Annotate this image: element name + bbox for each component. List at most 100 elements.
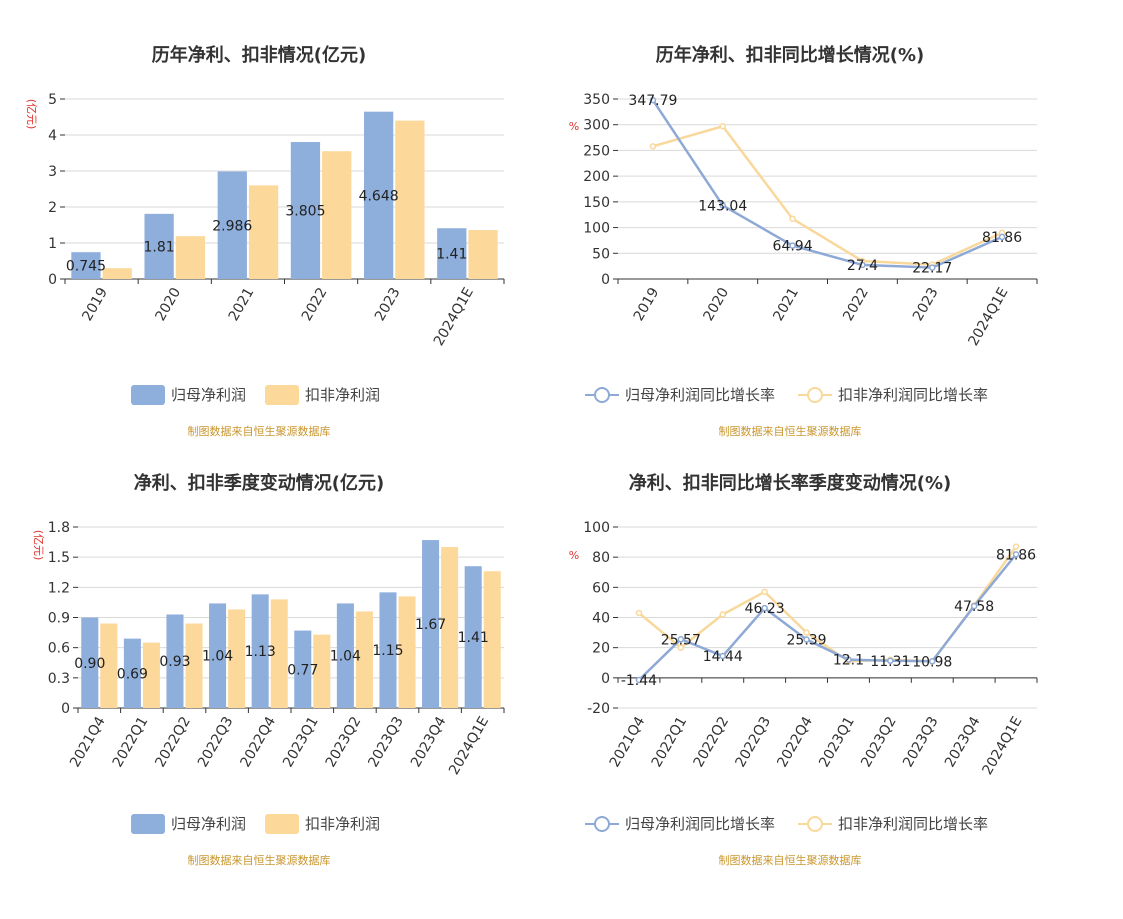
chart4-point-a[interactable] <box>845 656 852 663</box>
chart4-point-b[interactable] <box>761 588 768 596</box>
chart1-ytick-label: 1 <box>48 236 57 252</box>
chart3-bar-b[interactable] <box>100 623 118 708</box>
chart2-point-a[interactable] <box>719 202 726 209</box>
chart1-data-label: 0.745 <box>66 259 106 275</box>
chart1-bar-a[interactable] <box>71 252 101 279</box>
chart4-source: 制图数据来自恒生聚源数据库 <box>719 853 862 867</box>
chart4-xtick-label: 2023Q1 <box>816 714 858 770</box>
chart2-legend[interactable]: 归母净利润同比增长率 扣非净利润同比增长率 <box>585 386 988 404</box>
chart3-data-label: 1.04 <box>330 649 361 665</box>
chart3-bar-b[interactable] <box>483 571 501 708</box>
chart4-legend-label-a: 归母净利润同比增长率 <box>625 815 775 833</box>
chart1-bar-b[interactable] <box>468 230 498 279</box>
chart3-bar-a[interactable] <box>422 540 440 708</box>
chart4-data-label: 11.31 <box>870 654 910 670</box>
chart1-bar-b[interactable] <box>322 151 352 279</box>
chart3-bar-a[interactable] <box>294 630 312 708</box>
chart3-bar-a[interactable] <box>336 603 354 708</box>
chart4-point-a[interactable] <box>761 604 768 612</box>
chart4-xtick-label: 2022Q2 <box>691 714 733 770</box>
chart1-bar-b[interactable] <box>395 120 425 279</box>
chart1-data-label: 4.648 <box>359 188 399 204</box>
chart2-ytick-label: 150 <box>583 195 610 211</box>
chart3-xtick-label: 2023Q3 <box>365 714 407 770</box>
chart4-point-a[interactable] <box>677 636 685 643</box>
chart2-legend-marker-a <box>594 387 610 403</box>
chart2-ytick-label: 200 <box>583 169 610 185</box>
chart4-point-a[interactable] <box>887 657 894 665</box>
chart4-point-a[interactable] <box>929 658 936 665</box>
chart3-bar-b[interactable] <box>185 623 203 708</box>
chart4-data-label: 12.1 <box>833 653 864 669</box>
chart4-xtick-label: 2021Q4 <box>607 714 649 770</box>
chart4-point-b[interactable] <box>677 644 685 651</box>
chart1-bar-a[interactable] <box>437 228 467 279</box>
chart3-bar-b[interactable] <box>270 599 288 708</box>
chart2-ytick-label: 100 <box>583 221 610 237</box>
chart3-bar-a[interactable] <box>81 617 99 709</box>
chart3-title: 净利、扣非季度变动情况(亿元) <box>134 472 384 494</box>
chart4-legend[interactable]: 归母净利润同比增长率 扣非净利润同比增长率 <box>585 815 988 833</box>
chart4-point-a[interactable] <box>635 676 643 684</box>
chart4-xtick-label: 2023Q2 <box>858 714 900 770</box>
chart2-data-label: 27.4 <box>847 258 878 274</box>
chart4-legend-marker-a <box>594 816 610 832</box>
chart4-point-b[interactable] <box>1012 543 1020 550</box>
chart3-bar-a[interactable] <box>464 566 482 708</box>
chart3-bar-b[interactable] <box>142 642 160 708</box>
chart1-xtick-label: 2020 <box>153 285 185 324</box>
chart4-ytick-label: 60 <box>592 580 610 596</box>
chart1-data-label: 1.81 <box>144 239 175 255</box>
chart3-xtick-label: 2022Q2 <box>152 714 194 770</box>
chart2-point-b[interactable] <box>719 123 726 130</box>
chart3-data-label: 0.69 <box>117 666 148 682</box>
chart1-bar-b[interactable] <box>102 268 132 279</box>
chart2-point-a[interactable] <box>929 264 936 271</box>
chart3-bar-a[interactable] <box>123 638 141 708</box>
chart3-ytick-label: 0.3 <box>48 671 70 687</box>
chart3-bar-a[interactable] <box>209 603 227 708</box>
chart4-ytick-label: 20 <box>592 641 610 657</box>
chart1-title: 历年净利、扣非情况(亿元) <box>152 44 366 66</box>
chart1-bar-a[interactable] <box>144 213 174 279</box>
chart3-bar-a[interactable] <box>379 592 397 708</box>
chart1-source: 制图数据来自恒生聚源数据库 <box>188 424 331 438</box>
chart4-ytick-label: 80 <box>592 550 610 566</box>
chart4-point-a[interactable] <box>1012 551 1020 558</box>
chart2-point-b[interactable] <box>789 215 796 223</box>
chart3-source: 制图数据来自恒生聚源数据库 <box>188 853 331 867</box>
chart4-point-b[interactable] <box>719 611 726 618</box>
chart3-xtick-label: 2024Q1E <box>446 714 492 778</box>
chart2-point-b[interactable] <box>649 143 657 150</box>
chart2-point-a[interactable] <box>649 96 657 104</box>
chart3-bar-b[interactable] <box>398 596 416 708</box>
chart2-point-a[interactable] <box>859 261 866 269</box>
chart4-data-label: -1.44 <box>621 673 657 689</box>
chart1-bar-a[interactable] <box>217 171 247 279</box>
chart3-bar-b[interactable] <box>355 611 373 708</box>
chart3-bar-b[interactable] <box>441 547 459 708</box>
chart1-bar-b[interactable] <box>248 185 279 279</box>
chart3-bar-a[interactable] <box>166 614 184 708</box>
chart3-data-label: 0.77 <box>287 662 318 678</box>
chart4-point-a[interactable] <box>719 652 726 660</box>
chart4-point-b[interactable] <box>803 629 810 636</box>
chart4-point-b[interactable] <box>635 609 643 617</box>
chart3-legend[interactable]: 归母净利润 扣非净利润 <box>131 814 380 834</box>
chart2-point-a[interactable] <box>998 233 1006 241</box>
chart3-bar-b[interactable] <box>228 609 246 708</box>
chart3-bar-b[interactable] <box>313 634 331 708</box>
chart3-xtick-label: 2022Q3 <box>195 714 237 770</box>
chart4-data-label: 46.23 <box>745 601 785 617</box>
chart2-point-a[interactable] <box>789 242 796 249</box>
chart4-point-a[interactable] <box>970 602 978 610</box>
chart1-bar-b[interactable] <box>175 236 206 279</box>
chart3-data-label: 1.41 <box>458 630 489 646</box>
chart4-point-a[interactable] <box>803 636 810 643</box>
chart1-legend[interactable]: 归母净利润 扣非净利润 <box>131 385 380 405</box>
chart2-title: 历年净利、扣非同比增长情况(%) <box>656 44 925 66</box>
chart1-bar-a[interactable] <box>363 111 394 279</box>
chart3-bar-a[interactable] <box>251 594 269 708</box>
chart1-bar-a[interactable] <box>290 142 321 279</box>
